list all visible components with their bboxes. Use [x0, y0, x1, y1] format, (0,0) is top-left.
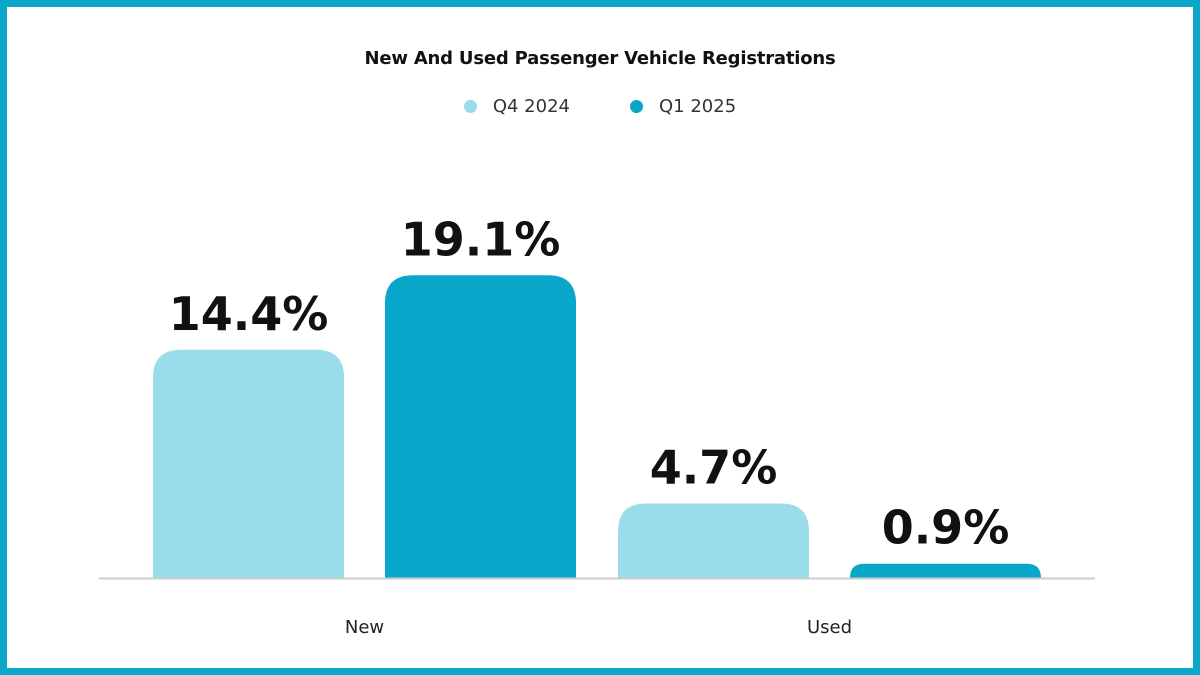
legend-swatch-q4-2024	[463, 100, 477, 113]
category-label-new: New	[345, 617, 384, 638]
legend-item-q4-2024: Q4 2024	[463, 96, 570, 117]
bar-new-q1-2025	[385, 275, 576, 578]
value-label-used-q1-2025: 0.9%	[882, 501, 1010, 555]
legend-label-q4-2024: Q4 2024	[492, 96, 570, 117]
value-label-used-q4-2024: 4.7%	[650, 441, 778, 495]
bar-new-q4-2024	[153, 349, 344, 578]
legend-swatch-q1-2025	[630, 100, 643, 113]
chart-legend: Q4 2024 Q1 2025	[0, 96, 1200, 117]
legend-label-q1-2025: Q1 2025	[659, 96, 737, 117]
value-label-new-q4-2024: 14.4%	[169, 287, 329, 341]
value-label-new-q1-2025: 19.1%	[401, 212, 561, 266]
bar-used-q4-2024	[618, 503, 809, 578]
chart-title: New And Used Passenger Vehicle Registrat…	[364, 48, 836, 69]
bar-used-q1-2025	[850, 563, 1041, 578]
category-label-used: Used	[807, 617, 852, 638]
legend-item-q1-2025: Q1 2025	[630, 96, 736, 117]
